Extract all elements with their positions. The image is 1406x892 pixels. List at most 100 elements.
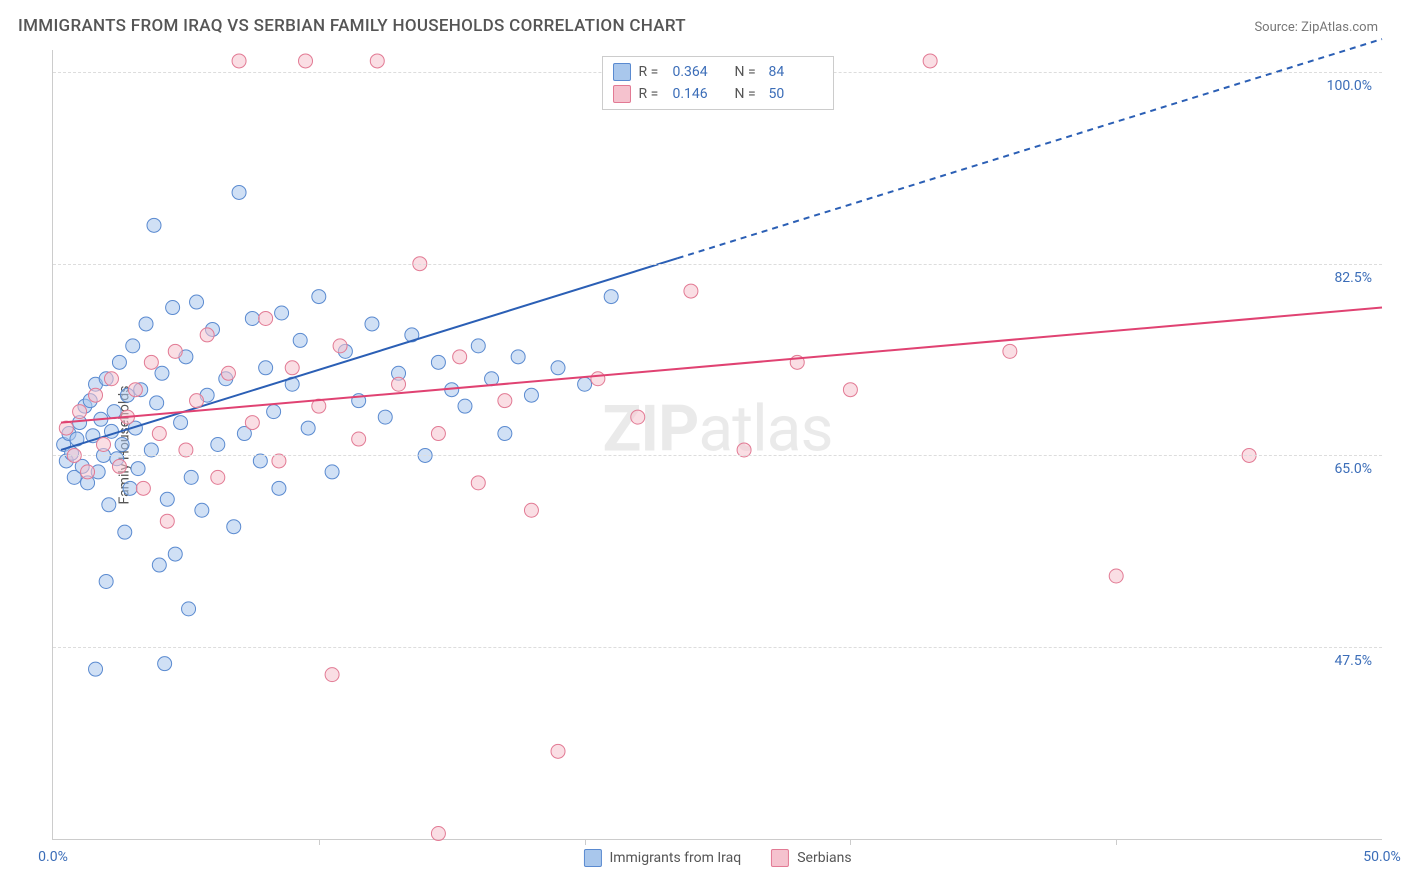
scatter-point [200, 328, 214, 342]
scatter-point [333, 339, 347, 353]
y-tick-label: 65.0% [1334, 461, 1384, 477]
scatter-point [325, 668, 339, 682]
legend-stats-row-1: R = 0.146 N = 50 [613, 83, 823, 105]
scatter-point [458, 399, 472, 413]
scatter-point [259, 311, 273, 325]
scatter-point [370, 54, 384, 68]
scatter-point [431, 427, 445, 441]
scatter-point [293, 333, 307, 347]
scatter-point [128, 383, 142, 397]
scatter-point [104, 372, 118, 386]
scatter-point [160, 492, 174, 506]
n-value-1: 50 [769, 86, 823, 102]
scatter-point [221, 366, 235, 380]
scatter-point [245, 416, 259, 430]
scatter-point [168, 344, 182, 358]
n-label-0: N = [735, 64, 761, 80]
scatter-point [232, 185, 246, 199]
scatter-point [498, 394, 512, 408]
scatter-point [99, 574, 113, 588]
scatter-point [392, 377, 406, 391]
scatter-point [182, 602, 196, 616]
scatter-point [97, 438, 111, 452]
r-label-0: R = [639, 64, 665, 80]
r-label-1: R = [639, 86, 665, 102]
scatter-point [227, 520, 241, 534]
scatter-point [578, 377, 592, 391]
x-tick-label: 0.0% [38, 849, 68, 865]
scatter-point [352, 432, 366, 446]
trend-line [61, 258, 678, 450]
scatter-point [591, 372, 605, 386]
scatter-point [471, 476, 485, 490]
scatter-point [139, 317, 153, 331]
legend-stats-box: R = 0.364 N = 84 R = 0.146 N = 50 [602, 56, 834, 110]
scatter-point [131, 462, 145, 476]
legend-stats-row-0: R = 0.364 N = 84 [613, 61, 823, 83]
scatter-point [211, 470, 225, 484]
gridline-y [53, 647, 1382, 648]
scatter-point [312, 290, 326, 304]
scatter-point [272, 481, 286, 495]
scatter-point [150, 396, 164, 410]
r-value-1: 0.146 [673, 86, 727, 102]
scatter-point [112, 355, 126, 369]
y-tick-label: 47.5% [1334, 653, 1384, 669]
x-tick-mark [319, 839, 320, 845]
scatter-point [102, 498, 116, 512]
plot-area: Family Households ZIPatlas R = 0.364 N =… [52, 50, 1382, 840]
bottom-swatch-1 [771, 849, 789, 867]
scatter-point [126, 339, 140, 353]
scatter-point [923, 54, 937, 68]
scatter-point [245, 311, 259, 325]
scatter-point [325, 465, 339, 479]
scatter-point [123, 481, 137, 495]
scatter-point [524, 503, 538, 517]
scatter-point [631, 410, 645, 424]
scatter-point [144, 355, 158, 369]
scatter-point [431, 355, 445, 369]
scatter-point [378, 410, 392, 424]
source-name: ZipAtlas.com [1301, 20, 1378, 35]
scatter-point [431, 827, 445, 841]
scatter-point [232, 54, 246, 68]
scatter-point [155, 366, 169, 380]
scatter-point [604, 290, 618, 304]
scatter-point [195, 503, 209, 517]
gridline-y [53, 264, 1382, 265]
scatter-point [136, 481, 150, 495]
legend-swatch-0 [613, 63, 631, 81]
x-tick-mark [1116, 839, 1117, 845]
scatter-point [89, 662, 103, 676]
scatter-point [267, 405, 281, 419]
n-value-0: 84 [769, 64, 823, 80]
scatter-point [152, 558, 166, 572]
scatter-point [453, 350, 467, 364]
x-tick-label: 50.0% [1363, 849, 1401, 865]
scatter-point [147, 218, 161, 232]
scatter-point [524, 388, 538, 402]
scatter-point [511, 350, 525, 364]
scatter-point [166, 301, 180, 315]
scatter-point [551, 361, 565, 375]
source-label: Source: [1254, 20, 1297, 35]
chart-title: IMMIGRANTS FROM IRAQ VS SERBIAN FAMILY H… [18, 16, 686, 36]
source-attribution: Source: ZipAtlas.com [1254, 20, 1378, 35]
plot-svg [53, 50, 1382, 839]
scatter-point [299, 54, 313, 68]
scatter-point [118, 525, 132, 539]
bottom-legend-label-1: Serbians [797, 850, 851, 866]
bottom-legend-label-0: Immigrants from Iraq [609, 850, 741, 866]
scatter-point [365, 317, 379, 331]
scatter-point [174, 416, 188, 430]
scatter-point [152, 427, 166, 441]
scatter-point [160, 514, 174, 528]
scatter-point [1109, 569, 1123, 583]
scatter-point [551, 744, 565, 758]
scatter-point [112, 459, 126, 473]
scatter-point [275, 306, 289, 320]
scatter-point [158, 657, 172, 671]
legend-swatch-1 [613, 85, 631, 103]
scatter-point [301, 421, 315, 435]
scatter-point [81, 465, 95, 479]
